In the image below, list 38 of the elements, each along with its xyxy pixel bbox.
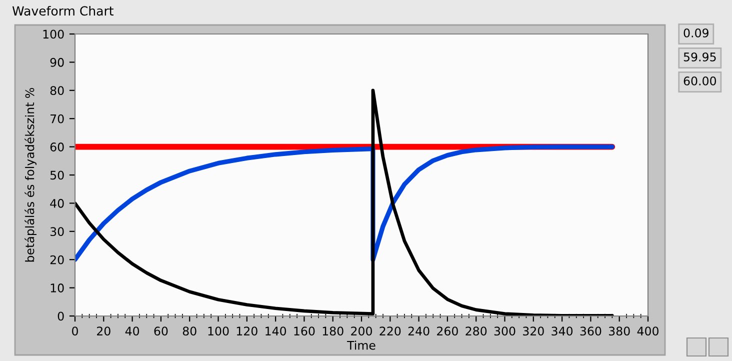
x-tick-label: 200	[351, 326, 372, 336]
x-tick-label: 80	[182, 326, 196, 336]
y-tick-label: 0	[58, 312, 64, 321]
y-tick-label: 30	[50, 227, 64, 236]
y-axis-title: betáplálás és folyadékszint %	[24, 88, 36, 262]
y-tick-label: 20	[50, 255, 64, 264]
x-tick-label: 160	[294, 326, 315, 336]
y-tick-label: 80	[50, 86, 64, 96]
x-tick-label: 140	[266, 326, 286, 336]
x-tick-label: 300	[494, 326, 516, 336]
y-tick-label: 60	[50, 142, 64, 152]
x-tick-label: 20	[97, 326, 110, 336]
y-tick-label: 70	[50, 114, 64, 124]
y-tick-label: 50	[50, 170, 64, 180]
x-tick-label: 340	[552, 326, 573, 336]
x-tick-label: 380	[608, 326, 630, 336]
x-tick-label: 240	[408, 326, 430, 336]
x-tick-label: 180	[322, 326, 344, 336]
x-tick-label: 400	[637, 326, 658, 336]
x-tick-label: 360	[580, 326, 602, 336]
x-tick-label: 40	[125, 326, 140, 336]
y-tick-label: 90	[50, 58, 64, 67]
x-tick-label: 60	[154, 326, 168, 336]
x-axis-title: Time	[347, 340, 376, 350]
text: 60.00	[684, 76, 716, 86]
y-tick-label: 40	[50, 198, 64, 208]
x-tick-label: 0	[72, 326, 78, 336]
chart-title: Waveform Chart	[12, 6, 114, 16]
text: 59.95	[684, 52, 716, 62]
y-tick-label: 10	[50, 284, 64, 292]
text: 0.09	[684, 28, 708, 38]
x-tick-label: 220	[380, 326, 401, 336]
x-tick-label: 120	[236, 326, 258, 336]
x-tick-label: 100	[208, 326, 229, 336]
x-tick-label: 260	[437, 326, 458, 336]
x-tick-label: 280	[466, 326, 487, 336]
y-tick-label: 100	[43, 30, 64, 39]
x-tick-label: 320	[523, 326, 544, 336]
